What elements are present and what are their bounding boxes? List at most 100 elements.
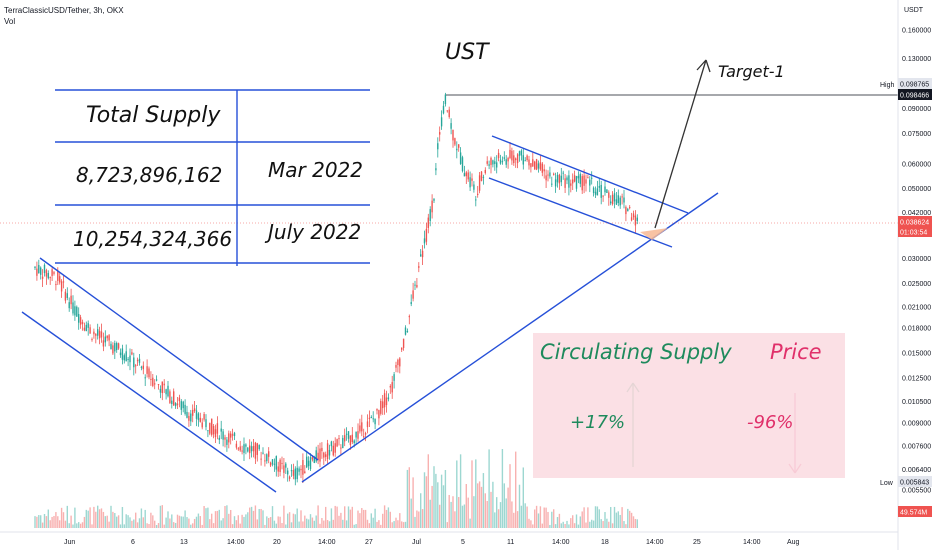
- candle-body: [408, 316, 410, 318]
- volume-bar: [376, 521, 378, 528]
- volume-bar: [311, 517, 314, 528]
- candle-body: [133, 357, 135, 368]
- volume-bar: [389, 511, 391, 528]
- candle-body: [98, 330, 101, 339]
- candles: [34, 92, 638, 486]
- channel-lower-right: [488, 177, 673, 248]
- candle-body: [57, 270, 59, 281]
- volume-bar: [51, 516, 53, 528]
- volume-bar: [497, 509, 500, 528]
- candle-body: [347, 431, 350, 439]
- volume-bar: [169, 518, 171, 528]
- candle-body: [399, 358, 401, 367]
- candle-body: [416, 284, 418, 288]
- table-header: Total Supply: [86, 103, 221, 128]
- time-tick: 6: [131, 539, 135, 546]
- circulating-supply-title: Circulating Supply: [540, 340, 732, 364]
- candle-body: [292, 470, 295, 476]
- candle-body: [205, 419, 207, 428]
- candle-body: [317, 452, 319, 461]
- candle-body: [43, 264, 46, 274]
- candle-body: [401, 347, 403, 350]
- candle-body: [152, 377, 154, 386]
- time-tick: 13: [180, 539, 188, 546]
- candle-body: [497, 152, 500, 159]
- candle-body: [602, 195, 604, 197]
- volume-bar: [444, 470, 447, 528]
- volume-bar: [532, 524, 534, 528]
- volume-bar: [53, 515, 55, 528]
- candle-body: [526, 155, 528, 160]
- volume-bar: [182, 516, 184, 528]
- volume-bar: [511, 501, 513, 528]
- volume-bar: [260, 508, 262, 528]
- candle-body: [296, 467, 298, 480]
- volume-bar: [38, 515, 40, 528]
- volume-bar: [214, 511, 217, 528]
- volume-bar: [262, 510, 264, 528]
- volume-bar: [245, 514, 247, 528]
- candle-body: [230, 433, 232, 438]
- channel-upper-right: [491, 135, 689, 214]
- candle-body: [203, 414, 205, 420]
- candle-body: [402, 338, 405, 348]
- volume-bar: [186, 517, 188, 528]
- volume-bar: [507, 487, 509, 528]
- volume-bar: [138, 518, 141, 528]
- price-tick: 0.009000: [902, 420, 931, 427]
- candle-body: [585, 179, 587, 184]
- volume-bar: [421, 509, 424, 528]
- candle-body: [129, 355, 131, 363]
- candle-body: [193, 408, 196, 412]
- volume-bar: [611, 523, 614, 528]
- candle-body: [268, 451, 270, 457]
- volume-bar: [401, 521, 403, 528]
- volume-bar: [615, 512, 618, 528]
- candle-body: [188, 415, 190, 421]
- candle-body: [294, 468, 296, 480]
- candle-body: [135, 365, 137, 367]
- candle-body: [313, 456, 315, 463]
- volume-bar: [378, 520, 380, 528]
- candle-body: [431, 200, 433, 213]
- candle-body: [490, 157, 492, 165]
- candle-body: [391, 382, 393, 393]
- volume-badge-bg: [898, 506, 932, 517]
- candle-body: [619, 197, 621, 206]
- candle-body: [171, 400, 173, 405]
- candle-body: [368, 417, 371, 419]
- volume-bar: [95, 511, 97, 528]
- candle-body: [378, 410, 380, 419]
- price-tick: 0.160000: [902, 28, 931, 35]
- volume-bar: [503, 483, 505, 528]
- volume-bar: [370, 513, 372, 528]
- volume-bar: [330, 508, 333, 528]
- candle-body: [209, 422, 211, 434]
- candle-body: [477, 193, 479, 195]
- candle-body: [556, 174, 559, 183]
- target-zone: [640, 228, 668, 240]
- volume-bar: [518, 484, 521, 528]
- candle-body: [70, 295, 72, 305]
- candle-body: [285, 463, 287, 468]
- volume-bar: [471, 460, 473, 528]
- candle-body: [349, 435, 352, 446]
- candle-body: [344, 435, 346, 442]
- low-value-badge-bg: [898, 476, 932, 487]
- volume-bar: [243, 516, 245, 528]
- volume-bar: [116, 516, 118, 528]
- volume-bar: [465, 484, 467, 528]
- candle-body: [634, 215, 637, 226]
- volume-bar: [490, 491, 492, 528]
- channel-lower-left: [21, 311, 277, 493]
- volume-bar: [456, 460, 458, 528]
- candle-body: [621, 196, 623, 198]
- target-arrow-head-b: [705, 59, 711, 73]
- volume-bar: [423, 472, 426, 528]
- volume-bar: [429, 499, 431, 528]
- candle-body: [36, 268, 38, 276]
- volume-bar: [193, 518, 196, 528]
- candle-body: [535, 159, 538, 170]
- candle-body: [307, 460, 310, 467]
- volume-bar: [306, 518, 308, 528]
